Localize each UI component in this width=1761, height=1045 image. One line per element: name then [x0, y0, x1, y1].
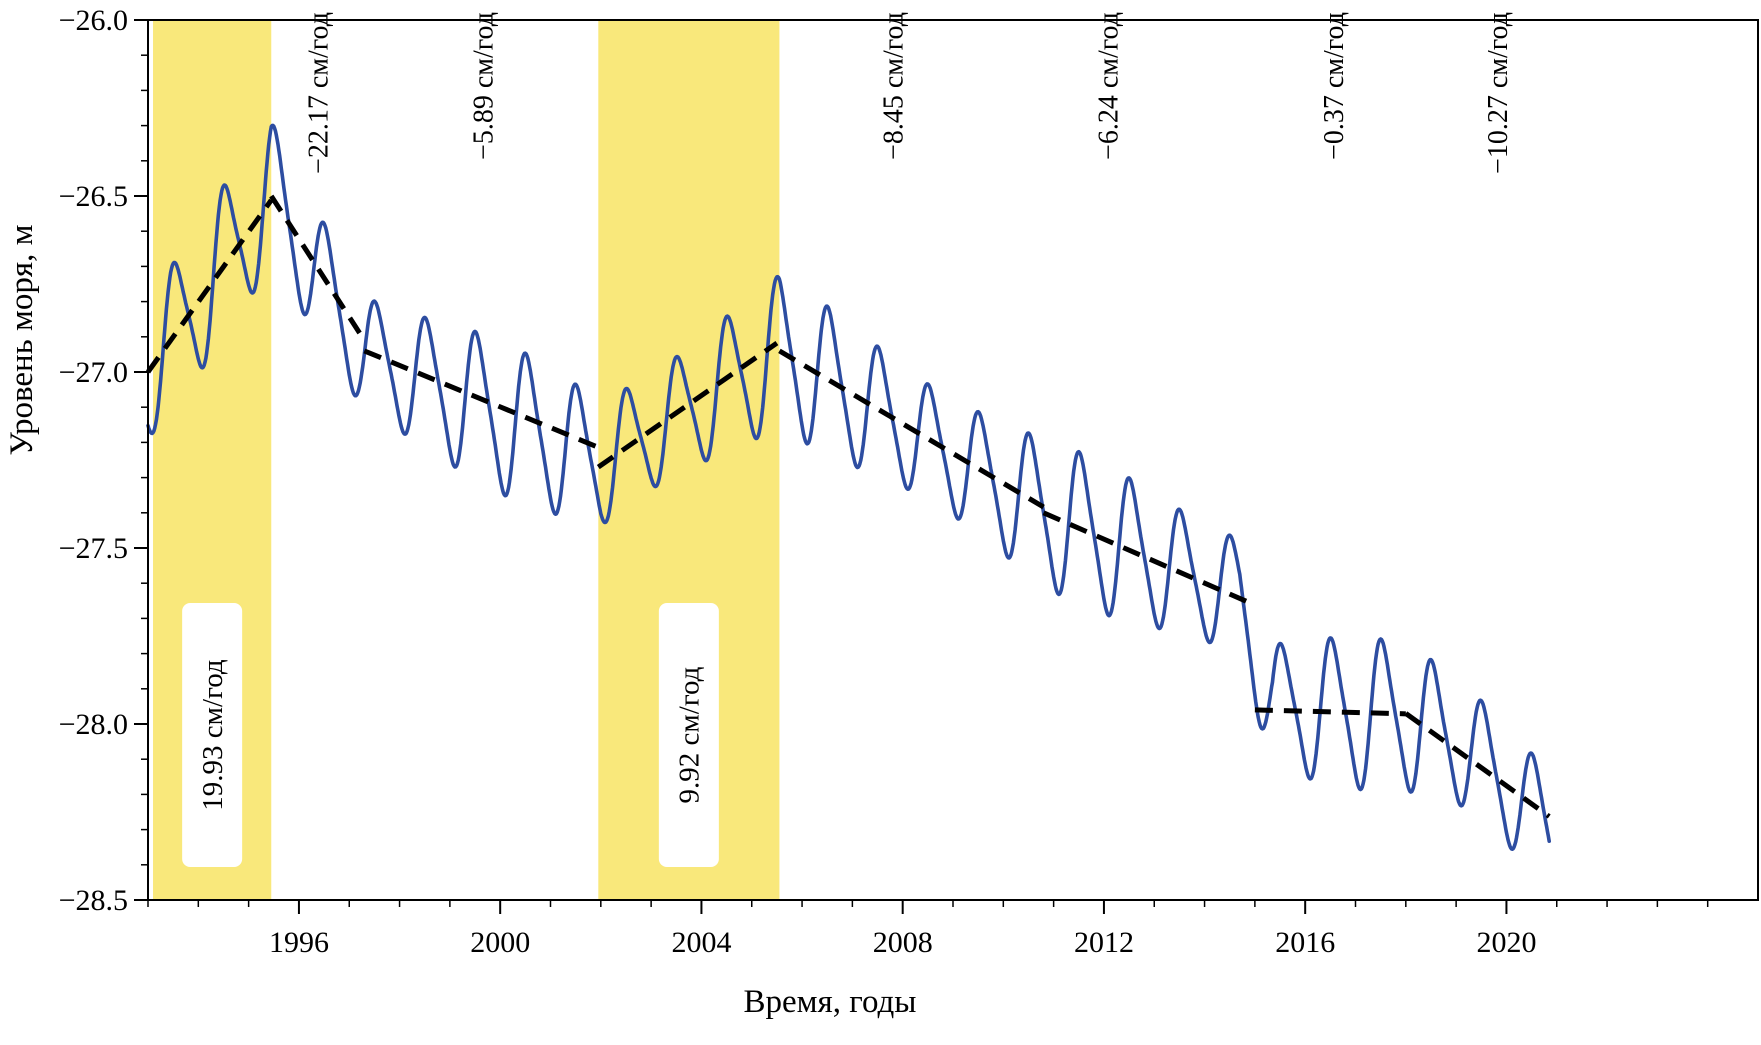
trend-segment	[596, 341, 779, 470]
x-tick-label: 2008	[873, 926, 933, 959]
trend-rate-annotation: −8.45 см/год	[879, 12, 910, 160]
x-tick-label: 2004	[671, 926, 731, 959]
y-tick-label: −26.5	[59, 180, 128, 213]
band-rate-label: 19.93 см/год	[197, 659, 229, 811]
trend-rate-annotation: −6.24 см/год	[1094, 12, 1125, 160]
trend-rate-annotation: −5.89 см/год	[469, 12, 500, 160]
x-tick-label: 2016	[1275, 926, 1335, 959]
band-rate-label-box	[658, 603, 719, 867]
trend-segment	[145, 198, 274, 374]
y-tick-label: −27.0	[59, 356, 128, 389]
y-tick-label: −26.0	[59, 4, 128, 37]
trend-rate-annotation: −0.37 см/год	[1319, 12, 1350, 160]
x-axis-label: Время, годы	[744, 984, 917, 1020]
y-tick-label: −28.0	[59, 708, 128, 741]
trend-segment	[363, 348, 600, 450]
trend-segment	[269, 194, 364, 338]
x-tick-label: 2020	[1476, 926, 1536, 959]
band-rate-label: 9.92 см/год	[674, 666, 706, 803]
trend-rate-annotation: −10.27 см/год	[1483, 12, 1514, 174]
x-tick-label: 2000	[470, 926, 530, 959]
sea-level-curve	[146, 123, 1551, 851]
band-rate-label-box	[182, 603, 243, 867]
x-tick-label: 2012	[1074, 926, 1134, 959]
trend-segment	[778, 348, 1045, 510]
trend-segment	[1404, 711, 1551, 819]
y-tick-label: −27.5	[59, 532, 128, 565]
y-tick-label: −28.5	[59, 884, 128, 917]
y-axis-label: Уровень моря, м	[4, 224, 40, 455]
trend-segment	[1254, 707, 1406, 717]
plot-frame	[147, 19, 1759, 901]
x-tick-label: 1996	[269, 926, 329, 959]
trend-rate-annotation: −22.17 см/год	[304, 12, 335, 174]
trend-segment	[1042, 510, 1254, 607]
